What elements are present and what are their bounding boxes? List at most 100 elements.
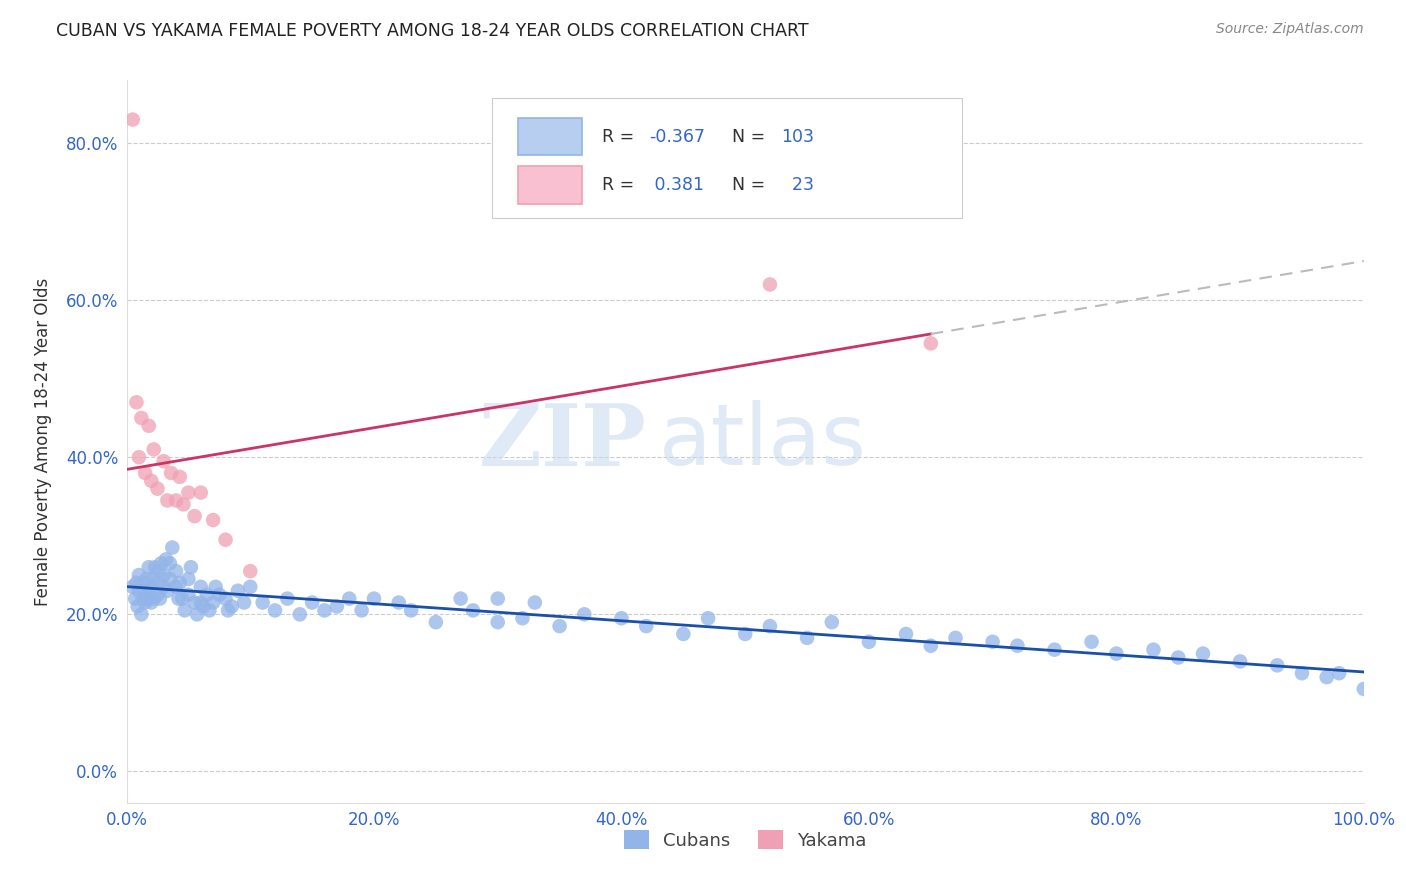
Point	[198, 603, 221, 617]
FancyBboxPatch shape	[517, 118, 582, 155]
Point	[167, 591, 190, 606]
Point	[288, 607, 311, 622]
Point	[134, 466, 156, 480]
Point	[202, 595, 225, 609]
Point	[146, 575, 169, 590]
Text: R =: R =	[602, 176, 640, 194]
Point	[177, 485, 200, 500]
Point	[125, 395, 148, 409]
Text: -0.367: -0.367	[648, 128, 704, 145]
Point	[486, 591, 509, 606]
Text: 0.381: 0.381	[648, 176, 703, 194]
Point	[1291, 666, 1313, 681]
Point	[734, 627, 756, 641]
Point	[226, 583, 249, 598]
Point	[143, 560, 166, 574]
Point	[142, 442, 165, 457]
Point	[399, 603, 422, 617]
Point	[193, 599, 215, 614]
Point	[1192, 647, 1215, 661]
FancyBboxPatch shape	[492, 98, 962, 218]
Point	[759, 619, 782, 633]
Point	[128, 583, 150, 598]
Point	[136, 591, 159, 606]
Point	[155, 552, 177, 566]
Point	[202, 513, 225, 527]
Point	[350, 603, 373, 617]
Point	[233, 595, 256, 609]
Point	[920, 336, 942, 351]
Point	[697, 611, 720, 625]
Point	[132, 575, 155, 590]
Point	[125, 575, 148, 590]
Text: atlas: atlas	[658, 400, 866, 483]
Point	[152, 568, 174, 582]
Point	[160, 466, 183, 480]
Point	[165, 564, 187, 578]
Point	[127, 599, 149, 614]
Point	[169, 470, 191, 484]
Point	[239, 564, 262, 578]
Point	[128, 568, 150, 582]
Point	[128, 450, 150, 465]
Point	[1142, 642, 1164, 657]
Point	[134, 583, 156, 598]
Point	[450, 591, 472, 606]
Point	[337, 591, 360, 606]
Point	[858, 635, 880, 649]
Text: N =: N =	[731, 128, 770, 145]
Point	[486, 615, 509, 630]
Point	[796, 631, 818, 645]
Point	[920, 639, 942, 653]
Point	[1265, 658, 1288, 673]
Point	[276, 591, 298, 606]
Point	[162, 541, 184, 555]
Point	[156, 583, 179, 598]
Text: 103: 103	[782, 128, 814, 145]
Point	[204, 580, 226, 594]
Point	[264, 603, 287, 617]
Point	[141, 595, 163, 609]
Point	[138, 418, 160, 433]
Point	[1229, 655, 1251, 669]
Point	[301, 595, 323, 609]
Point	[945, 631, 967, 645]
Point	[214, 533, 236, 547]
Point	[138, 560, 160, 574]
Point	[252, 595, 274, 609]
Point	[1167, 650, 1189, 665]
Point	[172, 497, 194, 511]
Point	[150, 556, 173, 570]
Point	[141, 474, 163, 488]
Point	[425, 615, 447, 630]
Point	[894, 627, 917, 641]
Point	[142, 591, 165, 606]
Text: ZIP: ZIP	[478, 400, 647, 483]
Point	[1007, 639, 1029, 653]
Text: R =: R =	[602, 128, 640, 145]
Point	[610, 611, 633, 625]
Point	[821, 615, 844, 630]
Y-axis label: Female Poverty Among 18-24 Year Olds: Female Poverty Among 18-24 Year Olds	[34, 277, 52, 606]
Point	[149, 591, 172, 606]
Point	[1316, 670, 1339, 684]
Point	[148, 564, 170, 578]
Point	[146, 482, 169, 496]
Text: CUBAN VS YAKAMA FEMALE POVERTY AMONG 18-24 YEAR OLDS CORRELATION CHART: CUBAN VS YAKAMA FEMALE POVERTY AMONG 18-…	[56, 22, 808, 40]
Point	[180, 560, 202, 574]
Point	[169, 575, 191, 590]
Point	[221, 599, 243, 614]
Point	[190, 485, 212, 500]
Point	[574, 607, 596, 622]
Point	[1105, 647, 1128, 661]
Point	[152, 454, 174, 468]
Point	[146, 588, 169, 602]
Legend: Cubans, Yakama: Cubans, Yakama	[614, 822, 876, 859]
Point	[183, 595, 205, 609]
Point	[177, 572, 200, 586]
Point	[1327, 666, 1350, 681]
Point	[208, 588, 231, 602]
FancyBboxPatch shape	[517, 166, 582, 204]
Point	[165, 580, 187, 594]
Point	[134, 595, 156, 609]
